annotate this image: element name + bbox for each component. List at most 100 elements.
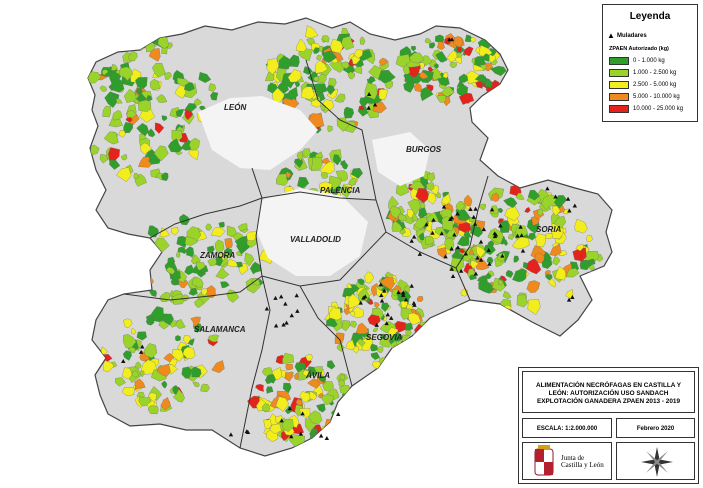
- boundary-salamanca-avila: [239, 275, 271, 449]
- municipality-patch: [137, 267, 145, 277]
- muladar-triangle-icon: [401, 290, 406, 295]
- municipality-patch: [456, 46, 463, 53]
- municipality-patch: [455, 208, 471, 221]
- municipality-patch: [440, 86, 455, 97]
- municipality-patch: [135, 77, 148, 89]
- muladar-triangle-icon: [385, 312, 390, 317]
- muladar-triangle-icon: [463, 251, 469, 256]
- province-label-valladolid: VALLADOLID: [290, 235, 341, 244]
- municipality-patch: [119, 66, 133, 81]
- municipality-patch: [261, 403, 271, 412]
- muladar-triangle-icon: [281, 322, 286, 327]
- municipality-patch: [191, 276, 204, 289]
- muladar-triangle-icon: [361, 295, 366, 300]
- municipality-patch: [135, 361, 142, 369]
- map-scale: ESCALA: 1:2.000.000: [522, 418, 612, 438]
- municipality-patch: [340, 403, 352, 414]
- municipality-patch: [341, 185, 351, 198]
- province-label-segovia: SEGOVIA: [366, 333, 403, 342]
- municipality-patch: [208, 334, 220, 343]
- municipality-patch: [427, 66, 434, 73]
- municipality-patch: [384, 79, 394, 89]
- boundary-palencia-valladolid: [261, 191, 377, 201]
- municipality-patch: [110, 94, 119, 106]
- municipality-patch: [425, 235, 435, 245]
- municipality-patch: [171, 349, 184, 362]
- municipality-patch: [184, 81, 195, 92]
- municipality-patch: [502, 239, 508, 247]
- municipality-patch: [305, 25, 319, 39]
- muladar-triangle-icon: [450, 274, 456, 279]
- municipality-patch: [307, 378, 321, 389]
- muladar-triangle-icon: [273, 323, 279, 328]
- municipality-patch: [552, 256, 561, 266]
- logo-line-1: Junta de: [561, 454, 585, 462]
- municipality-patch: [484, 79, 493, 88]
- muladar-triangle-icon: [121, 359, 126, 364]
- muladar-triangle-icon: [279, 418, 284, 423]
- municipality-patch: [324, 419, 340, 429]
- municipality-patch: [182, 346, 196, 359]
- municipality-patch: [345, 339, 356, 351]
- municipality-patch: [350, 168, 363, 179]
- municipality-patch: [425, 211, 439, 223]
- municipality-patch: [148, 48, 161, 62]
- compass-rose: [616, 442, 695, 480]
- muladar-markers: [121, 37, 578, 440]
- municipality-patch: [320, 161, 335, 175]
- municipality-patch: [294, 80, 301, 88]
- province-label-avila: ÁVILA: [305, 371, 330, 380]
- municipality-patch: [188, 287, 198, 296]
- muladar-triangle-icon: [273, 295, 278, 300]
- municipality-patch: [227, 259, 239, 268]
- municipality-patch: [285, 86, 298, 101]
- low-density-areas: [198, 96, 430, 276]
- municipality-patch: [504, 206, 521, 222]
- legend-swatch: [609, 69, 629, 77]
- municipality-patch: [349, 320, 357, 328]
- municipality-patch: [436, 95, 446, 103]
- municipality-patch: [527, 232, 536, 241]
- muladar-triangle-icon: [366, 92, 372, 97]
- municipality-patch: [295, 398, 304, 406]
- municipality-patch: [310, 157, 323, 171]
- municipality-patch: [347, 71, 355, 80]
- municipality-patch: [357, 338, 366, 347]
- municipality-patch: [200, 383, 210, 393]
- municipality-patch: [126, 109, 137, 120]
- municipality-patch: [150, 78, 160, 91]
- municipality-patch: [395, 181, 410, 197]
- municipality-patch: [353, 66, 363, 75]
- municipality-patch: [110, 64, 119, 71]
- municipality-patch: [134, 267, 151, 281]
- municipality-patch: [534, 252, 545, 264]
- municipality-patch: [122, 387, 135, 396]
- municipality-patch: [154, 122, 165, 134]
- municipality-patch: [408, 312, 421, 325]
- muladar-triangle-icon: [294, 293, 299, 298]
- municipality-patch: [208, 83, 216, 92]
- municipality-patch: [551, 205, 561, 217]
- legend-class-label: 1.000 - 2.500 kg: [633, 70, 677, 76]
- municipality-patch: [294, 362, 306, 373]
- municipality-patch: [507, 234, 514, 240]
- municipality-patch: [180, 294, 189, 302]
- municipality-patch: [165, 266, 176, 275]
- municipality-patch: [379, 336, 392, 348]
- municipality-patch: [172, 388, 185, 403]
- municipality-patch: [429, 42, 436, 49]
- municipality-patch: [136, 123, 149, 137]
- municipality-patch: [160, 397, 171, 411]
- municipality-patch: [555, 266, 566, 281]
- municipality-patch: [128, 346, 136, 354]
- municipality-patch: [328, 77, 337, 87]
- municipality-patch: [163, 72, 172, 80]
- muladar-triangle-icon: [278, 294, 284, 299]
- municipality-patch: [161, 115, 168, 122]
- muladar-triangle-icon: [449, 37, 455, 42]
- municipality-patch: [403, 81, 415, 93]
- municipality-patch: [321, 35, 330, 43]
- muladar-triangle-icon: [468, 206, 473, 211]
- muladar-triangle-icon: [289, 434, 294, 439]
- municipality-patch: [321, 157, 330, 164]
